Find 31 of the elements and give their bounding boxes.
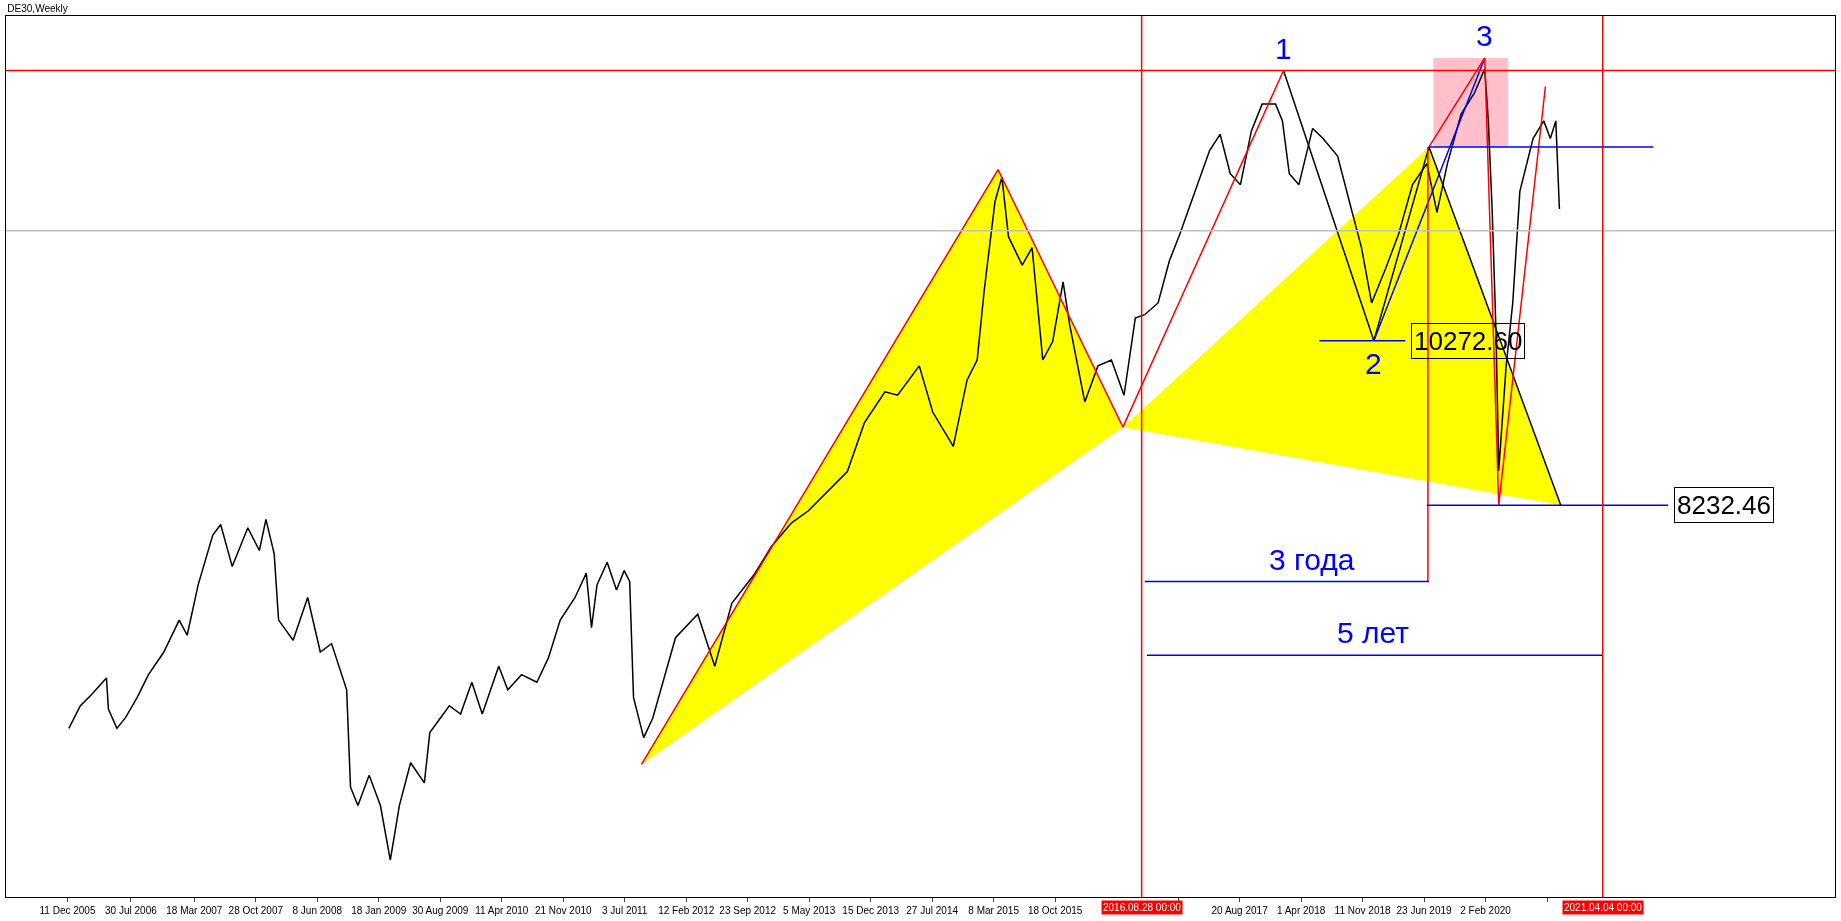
chart-title: DE30,Weekly <box>7 2 68 14</box>
x-tick-label: 8 Mar 2015 <box>968 905 1020 916</box>
x-tick-label: 30 Jul 2006 <box>105 905 158 916</box>
ref-line-label: 2016.08.28 00:00 <box>1103 902 1182 913</box>
x-tick-label: 3 Jul 2011 <box>602 905 648 916</box>
series-label: 8232.46 <box>1677 490 1771 520</box>
x-tick-label: 12 Feb 2012 <box>658 905 715 916</box>
annotation: 3 года <box>1269 543 1355 576</box>
x-tick-label: 11 Dec 2005 <box>39 905 96 916</box>
x-tick-label: 28 Oct 2007 <box>228 905 284 916</box>
annotation: 3 <box>1476 19 1493 52</box>
x-tick-label: 8 Jun 2008 <box>292 905 343 916</box>
x-tick-label: 11 Apr 2010 <box>475 905 529 916</box>
x-tick-label: 21 Nov 2010 <box>534 905 593 916</box>
x-tick-label: 23 Jun 2019 <box>1396 905 1453 916</box>
annotation: 2 <box>1365 347 1382 380</box>
x-tick-label: 11 Nov 2018 <box>1334 905 1391 916</box>
annotation: 1 <box>1275 32 1292 65</box>
annotation: 5 лет <box>1337 616 1410 649</box>
x-tick-label: 30 Aug 2009 <box>412 905 469 916</box>
x-tick-label: 2 Feb 2020 <box>1460 905 1512 916</box>
x-tick-label: 18 Jan 2009 <box>351 905 407 916</box>
x-tick-label: 5 May 2013 <box>783 905 836 916</box>
x-tick-label: 27 Jul 2014 <box>906 905 959 916</box>
x-tick-label: 23 Sep 2012 <box>719 905 777 916</box>
x-tick-label: 1 Apr 2018 <box>1276 905 1326 916</box>
x-tick-label: 18 Mar 2007 <box>166 905 223 916</box>
ref-line-label: 2021.04.04 00:00 <box>1564 902 1643 913</box>
x-tick-label: 20 Aug 2017 <box>1211 905 1269 916</box>
x-tick-label: 15 Dec 2013 <box>842 905 900 916</box>
x-tick-label: 18 Oct 2015 <box>1027 905 1083 916</box>
